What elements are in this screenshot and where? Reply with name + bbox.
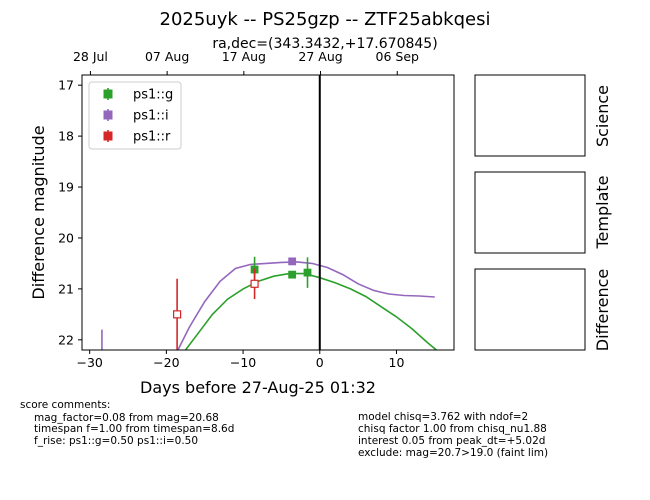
top-tick-label: 06 Sep xyxy=(376,49,420,64)
top-tick-label: 17 Aug xyxy=(222,49,266,64)
score-comment-line: mag_factor=0.08 from mag=20.68 xyxy=(34,412,219,424)
difference-panel xyxy=(474,268,586,351)
model-comment-line: chisq factor 1.00 from chisq_nu1.88 xyxy=(358,423,547,435)
model-comments: model chisq=3.762 with ndof=2 chisq fact… xyxy=(358,411,548,459)
model-curve xyxy=(184,272,437,350)
legend-marker xyxy=(103,110,113,120)
model-comment-line: exclude: mag=20.7>19.0 (faint lim) xyxy=(358,447,548,459)
y-tick-label: 18 xyxy=(58,129,74,144)
top-tick-label: 27 Aug xyxy=(298,49,342,64)
y-tick-label: 17 xyxy=(58,78,74,93)
x-tick-label: −20 xyxy=(153,355,179,370)
x-tick-label: −10 xyxy=(230,355,256,370)
score-comment-line: timespan f=1.00 from timespan=8.6d xyxy=(34,423,234,435)
y-tick-label: 19 xyxy=(58,180,74,195)
plot-area: −30 −20 −10 0 10 17 18 19 20 21 22 28 Jul 07 Aug 17 A… xyxy=(29,49,455,397)
template-label: Template xyxy=(593,175,612,249)
data-point xyxy=(288,257,297,266)
x-tick-label: 10 xyxy=(389,355,405,370)
science-label: Science xyxy=(593,85,612,147)
top-tick-label: 07 Aug xyxy=(145,49,189,64)
plot-frame xyxy=(81,74,455,351)
science-panel xyxy=(474,74,586,157)
legend-label: ps1::g xyxy=(133,88,173,103)
score-comment-line: f_rise: ps1::g=0.50 ps1::i=0.50 xyxy=(34,435,198,447)
legend-label: ps1::i xyxy=(133,109,169,124)
x-tick-label: −30 xyxy=(76,355,102,370)
score-comments: score comments: mag_factor=0.08 from mag… xyxy=(20,399,234,447)
y-axis-label: Difference magnitude xyxy=(29,125,48,299)
difference-label: Difference xyxy=(593,269,612,351)
score-header: score comments: xyxy=(20,399,110,411)
model-curve xyxy=(177,261,435,350)
data-point xyxy=(173,310,182,319)
legend-marker xyxy=(103,131,113,141)
top-tick-label: 28 Jul xyxy=(73,49,108,64)
legend-marker xyxy=(103,89,113,99)
y-tick-label: 22 xyxy=(58,332,74,347)
data-point xyxy=(288,270,297,279)
legend-label: ps1::r xyxy=(133,130,171,145)
data-point xyxy=(250,279,259,288)
model-comment-line: interest 0.05 from peak_dt=+5.02d xyxy=(358,435,545,447)
y-tick-label: 20 xyxy=(58,230,74,245)
chart-title: 2025uyk -- PS25gzp -- ZTF25abkqesi xyxy=(160,9,491,30)
x-tick-label: 0 xyxy=(316,355,324,370)
y-tick-label: 21 xyxy=(58,281,74,296)
template-panel xyxy=(474,171,586,254)
x-axis-label: Days before 27-Aug-25 01:32 xyxy=(140,378,376,397)
model-comment-line: model chisq=3.762 with ndof=2 xyxy=(358,411,528,423)
plot-inner xyxy=(101,75,437,350)
image-panels: Science Template Difference xyxy=(474,74,612,351)
data-point xyxy=(303,268,312,277)
chart-subtitle: ra,dec=(343.3432,+17.670845) xyxy=(212,36,437,52)
